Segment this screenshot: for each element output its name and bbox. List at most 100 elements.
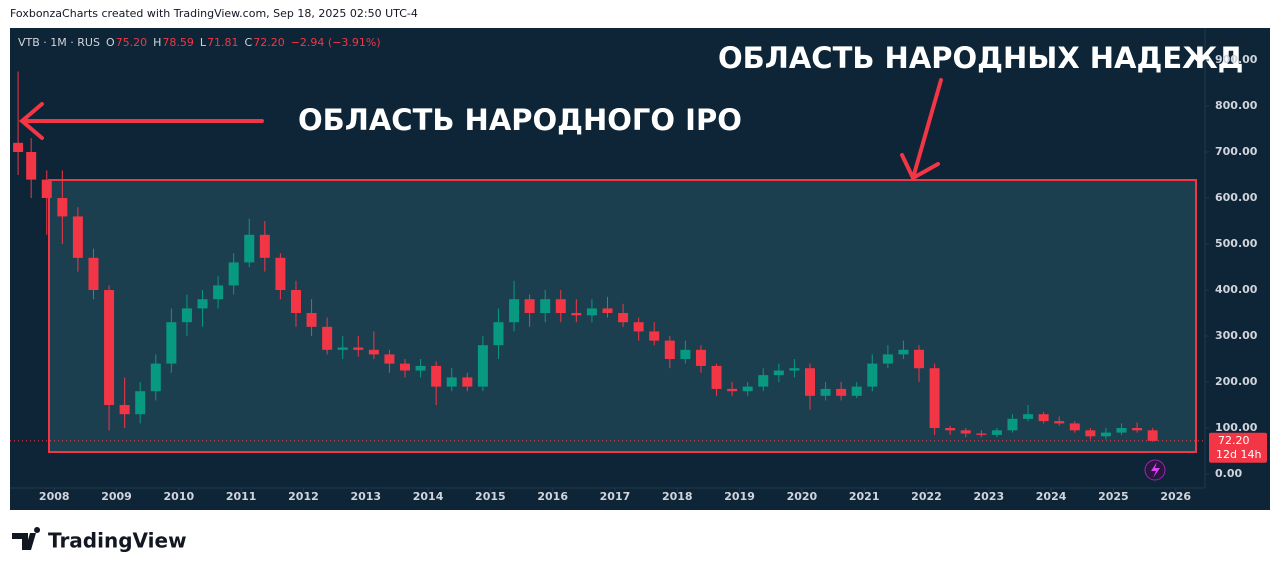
logo-mark — [12, 527, 41, 550]
candle-body — [711, 365, 722, 389]
candle-body — [166, 322, 177, 364]
candle-body — [898, 349, 909, 355]
candle-body — [789, 368, 800, 371]
candle-body — [976, 433, 987, 435]
candle-body — [400, 363, 411, 371]
y-tick-label: 900.00 — [1215, 53, 1258, 66]
candle-body — [259, 234, 270, 258]
alert-icon-bolt — [1151, 462, 1160, 478]
candle-body — [353, 347, 364, 350]
y-tick-label: 500.00 — [1215, 237, 1258, 250]
candle-body — [914, 349, 925, 369]
candle-body — [1116, 428, 1127, 433]
candle-body — [150, 363, 161, 392]
y-tick-label: 800.00 — [1215, 99, 1258, 112]
candle-body — [290, 290, 301, 314]
candle-body — [742, 386, 753, 392]
y-tick-label: 400.00 — [1215, 283, 1258, 296]
candle-body — [337, 347, 348, 350]
candle-body — [1038, 414, 1049, 422]
attribution: FoxbonzaCharts created with TradingView.… — [10, 7, 418, 20]
candle-body — [524, 299, 535, 314]
candle-body — [228, 262, 239, 286]
tradingview-logo: TradingView — [12, 527, 187, 553]
legend-change: −2.94 (−3.91%) — [291, 36, 381, 49]
x-tick-label: 2026 — [1160, 490, 1191, 503]
last-price-box — [1209, 432, 1267, 463]
x-tick-label: 2023 — [973, 490, 1004, 503]
y-tick-label: 300.00 — [1215, 329, 1258, 342]
legend-open: 75.20 — [116, 36, 148, 49]
x-tick-label: 2012 — [288, 490, 319, 503]
legend-high: 78.59 — [162, 36, 194, 49]
candle-body — [836, 388, 847, 396]
candle-body — [275, 257, 286, 291]
candle-body — [493, 322, 504, 346]
x-tick-label: 2019 — [724, 490, 755, 503]
brand: TradingView — [48, 529, 187, 553]
countdown: 12d 14h — [1216, 448, 1261, 461]
candle-body — [1007, 418, 1018, 431]
candle-body — [555, 299, 566, 314]
x-tick-label: 2016 — [537, 490, 568, 503]
arrow-left — [18, 102, 264, 140]
candle-body — [368, 349, 379, 355]
candle-body — [41, 179, 52, 199]
candle-body — [1023, 414, 1034, 419]
candle-body — [602, 308, 613, 314]
candle-body — [13, 142, 24, 153]
candle-body — [1132, 428, 1143, 431]
candle-body — [851, 386, 862, 396]
candle-body — [1054, 421, 1065, 424]
candles — [13, 71, 1158, 442]
x-tick-label: 2008 — [39, 490, 70, 503]
ohlc-legend: VTB · 1M · RUS O75.20 H78.59 L71.81 C72.20 −2… — [18, 36, 381, 49]
legend-h-label: H — [153, 36, 161, 49]
x-tick-label: 2025 — [1098, 490, 1129, 503]
x-tick-label: 2014 — [413, 490, 444, 503]
legend-c-label: C — [245, 36, 253, 49]
candle-body — [695, 349, 706, 366]
x-tick-label: 2021 — [849, 490, 880, 503]
legend-l-label: L — [200, 36, 207, 49]
candle-body — [882, 354, 893, 364]
candle-body — [57, 198, 68, 217]
candle-body — [633, 322, 644, 332]
candle-body — [104, 290, 115, 406]
candle-body — [462, 377, 473, 387]
candle-body — [181, 308, 192, 323]
candle-body — [431, 365, 442, 387]
y-tick-label: 100.00 — [1215, 421, 1258, 434]
candle-body — [244, 234, 255, 263]
candle-body — [618, 313, 629, 323]
candle-body — [773, 370, 784, 376]
y-tick-label: 600.00 — [1215, 191, 1258, 204]
candle-body — [384, 354, 395, 364]
candle-body — [664, 340, 675, 360]
legend-o-label: O — [106, 36, 115, 49]
arrows — [18, 78, 943, 181]
candle-body — [306, 313, 317, 327]
candle-body — [680, 349, 691, 360]
x-tick-label: 2022 — [911, 490, 942, 503]
candle-body — [804, 368, 815, 396]
candle-body — [509, 299, 520, 323]
x-tick-label: 2013 — [350, 490, 381, 503]
x-tick-label: 2015 — [475, 490, 506, 503]
y-tick-label: 200.00 — [1215, 375, 1258, 388]
candle-body — [867, 363, 878, 387]
candle-body — [758, 375, 769, 387]
x-tick-label: 2020 — [787, 490, 818, 503]
candle-body — [26, 152, 37, 180]
candle-body — [540, 299, 551, 314]
candle-body — [446, 377, 457, 387]
x-tick-label: 2010 — [164, 490, 195, 503]
annotation: ОБЛАСТЬ НАРОДНЫХ НАДЕЖД — [718, 41, 1243, 75]
candle-body — [197, 299, 208, 309]
candle-body — [945, 428, 956, 431]
candle-body — [1085, 430, 1096, 437]
candle-body — [586, 308, 597, 316]
candle-body — [571, 313, 582, 316]
legend-close: 72.20 — [253, 36, 285, 49]
